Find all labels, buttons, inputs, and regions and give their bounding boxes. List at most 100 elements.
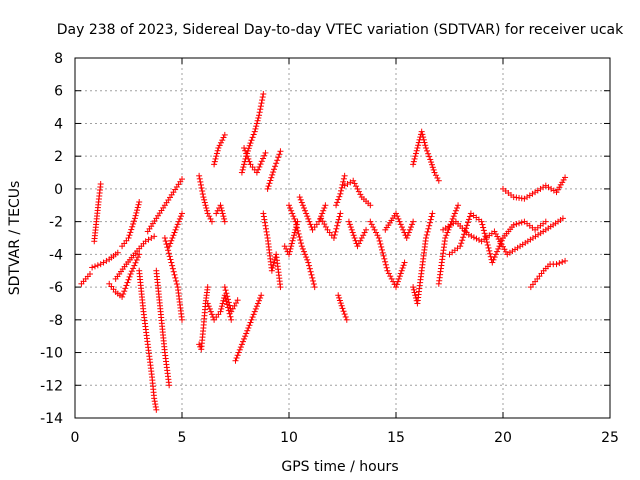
data-point [423,231,430,238]
data-point [428,161,435,168]
x-tick-label: 25 [601,430,619,446]
data-point [309,274,316,281]
data-points [78,91,569,413]
data-point [270,262,277,269]
data-point [214,147,221,154]
data-point [336,297,343,304]
data-point [218,303,225,310]
data-point [492,231,499,237]
data-point [288,243,295,250]
data-point [421,139,428,146]
y-tick-label: 8 [54,51,63,67]
data-point [221,284,228,291]
data-point [130,220,137,227]
data-point [125,276,132,283]
data-point [470,234,477,241]
data-point [251,128,258,135]
data-point [486,247,493,254]
data-point [289,210,296,217]
data-point [151,395,158,402]
data-point [480,224,487,231]
data-point [414,145,421,151]
data-point [374,232,381,239]
plot-frame [74,57,611,419]
data-point [260,91,267,97]
data-point [542,218,549,225]
data-point [297,237,304,244]
data-point [335,216,342,223]
data-point [281,243,288,250]
data-point [239,338,246,345]
data-point [455,202,462,209]
data-point [287,245,294,252]
data-point [238,169,245,176]
data-point [377,240,384,247]
data-point [234,297,241,304]
data-point [241,161,248,168]
data-point [396,218,403,225]
data-point [426,222,433,229]
y-axis-label: SDTVAR / TECUs [7,181,23,296]
data-point [483,236,490,243]
data-point [179,316,185,323]
data-point [201,196,208,203]
data-point [349,229,356,236]
data-point [262,225,269,232]
data-point [354,243,361,250]
data-point [481,230,488,237]
data-point [378,246,385,253]
data-point [305,215,312,222]
data-point [398,224,405,231]
data-point [294,224,301,231]
data-point [428,213,435,220]
data-point [86,271,93,277]
data-point [410,284,417,291]
data-point [243,330,250,337]
data-point [288,240,295,247]
data-point [166,243,173,250]
data-point [248,316,255,323]
data-point [363,226,370,233]
data-point [338,302,345,309]
data-point [196,172,203,179]
data-point [174,221,181,228]
data-point [254,300,261,307]
data-point [320,207,327,214]
data-point [274,157,281,164]
data-point [497,240,504,247]
data-point [427,216,434,223]
data-point [227,313,234,320]
data-point [247,140,254,147]
data-point [245,325,252,331]
data-point [302,207,309,214]
data-point [255,166,262,173]
data-point [238,341,245,348]
data-point [306,218,313,225]
data-point [218,207,225,214]
data-point [461,231,468,238]
data-point [259,94,266,101]
data-point [335,292,342,299]
data-point [244,153,251,160]
data-point [435,177,442,184]
data-point [197,178,204,185]
data-point [97,181,104,187]
data-point [290,232,297,239]
data-point [247,319,254,326]
data-point [261,152,268,159]
data-point [289,237,296,244]
data-point [411,289,418,296]
data-point [223,290,230,297]
data-point [307,268,314,275]
data-point [340,175,347,182]
data-point [250,311,257,318]
data-point [253,303,260,310]
data-point [341,172,348,179]
grid [75,58,610,418]
data-point [234,352,241,359]
data-point [271,166,278,173]
y-tick-label: 6 [54,84,63,100]
data-point [404,232,411,239]
data-point [426,153,433,160]
